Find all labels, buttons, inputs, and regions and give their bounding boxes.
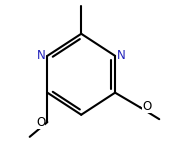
Text: O: O (36, 116, 45, 129)
Text: O: O (142, 100, 152, 113)
Text: N: N (117, 49, 126, 62)
Text: N: N (36, 49, 45, 62)
